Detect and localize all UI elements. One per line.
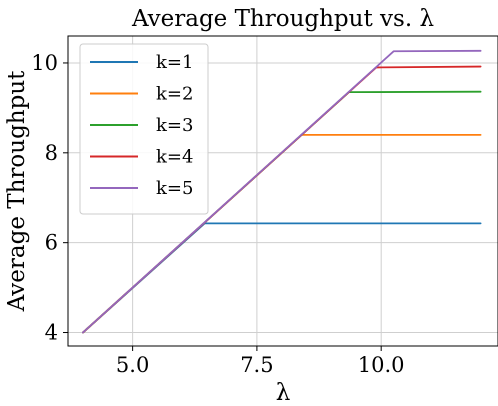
series-layer xyxy=(82,49,482,334)
series-line-k5 xyxy=(82,49,482,334)
legend-label-k4: k=4 xyxy=(156,147,193,168)
legend-label-k2: k=2 xyxy=(156,84,193,105)
legend-label-k1: k=1 xyxy=(156,52,193,73)
y-tick-label: 10 xyxy=(31,51,58,75)
x-tick-label: 10.0 xyxy=(358,353,405,377)
chart-title: Average Throughput vs. λ xyxy=(131,6,434,32)
legend: k=1 k=2 k=3 k=4 k=5 xyxy=(79,43,209,215)
legend-box xyxy=(79,43,209,215)
y-tick-label: 6 xyxy=(45,231,58,255)
y-tick-label: 8 xyxy=(45,141,58,165)
x-tick-label: 7.5 xyxy=(240,353,273,377)
y-tick-label: 4 xyxy=(45,321,58,345)
legend-label-k3: k=3 xyxy=(156,115,193,136)
ticks: 5.0 7.5 10.0 4 6 8 10 xyxy=(31,51,404,377)
plot-frame xyxy=(67,35,498,347)
y-axis-label: Average Throughput xyxy=(4,70,30,313)
x-tick-label: 5.0 xyxy=(116,353,149,377)
x-axis-label: λ xyxy=(276,380,291,406)
legend-label-k5: k=5 xyxy=(156,178,193,199)
